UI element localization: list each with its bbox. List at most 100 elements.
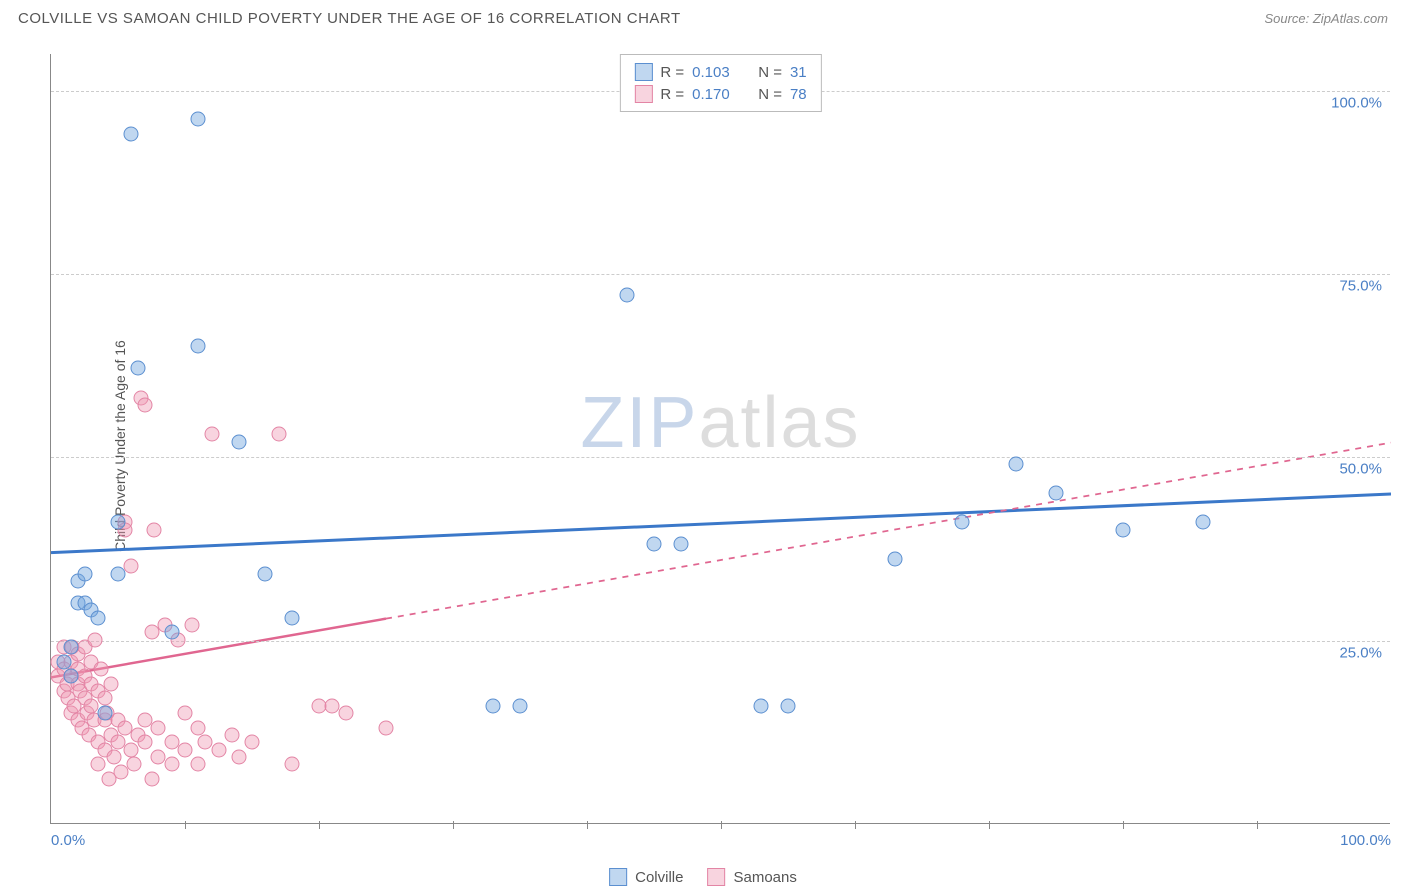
data-point (245, 735, 260, 750)
watermark-atlas: atlas (698, 383, 860, 463)
data-point (64, 669, 79, 684)
data-point (137, 398, 152, 413)
data-point (137, 735, 152, 750)
data-point (191, 339, 206, 354)
data-point (111, 515, 126, 530)
data-point (64, 640, 79, 655)
watermark: ZIPatlas (580, 382, 860, 464)
trend-lines (51, 54, 1391, 824)
x-tick-minor (1123, 821, 1124, 829)
trend-line-solid (51, 494, 1391, 553)
chart-title: COLVILLE VS SAMOAN CHILD POVERTY UNDER T… (18, 10, 681, 27)
data-point (338, 706, 353, 721)
x-tick-minor (855, 821, 856, 829)
x-tick-minor (721, 821, 722, 829)
source-attribution: Source: ZipAtlas.com (1264, 11, 1388, 26)
data-point (178, 742, 193, 757)
legend-r-label: R = (660, 86, 684, 103)
y-tick-label: 100.0% (1331, 94, 1382, 111)
data-point (90, 610, 105, 625)
data-point (231, 750, 246, 765)
data-point (97, 691, 112, 706)
data-point (164, 757, 179, 772)
data-point (77, 566, 92, 581)
legend-row: R = 0.170 N = 78 (634, 83, 806, 105)
correlation-legend: R = 0.103 N = 31R = 0.170 N = 78 (619, 54, 821, 112)
x-tick-minor (587, 821, 588, 829)
legend-series-label: Colville (635, 869, 683, 886)
data-point (224, 728, 239, 743)
data-point (1049, 486, 1064, 501)
y-tick-label: 75.0% (1339, 278, 1382, 295)
legend-series-item: Samoans (707, 868, 796, 886)
data-point (271, 427, 286, 442)
data-point (204, 427, 219, 442)
watermark-zip: ZIP (580, 383, 698, 463)
gridline-horizontal (51, 457, 1390, 458)
x-tick-minor (185, 821, 186, 829)
data-point (88, 632, 103, 647)
legend-series-item: Colville (609, 868, 683, 886)
x-tick-minor (1257, 821, 1258, 829)
legend-swatch (634, 63, 652, 81)
data-point (955, 515, 970, 530)
data-point (147, 522, 162, 537)
data-point (211, 742, 226, 757)
data-point (191, 757, 206, 772)
data-point (104, 676, 119, 691)
data-point (124, 126, 139, 141)
data-point (97, 706, 112, 721)
data-point (131, 361, 146, 376)
gridline-horizontal (51, 641, 1390, 642)
y-tick-label: 50.0% (1339, 461, 1382, 478)
data-point (285, 610, 300, 625)
y-tick-label: 25.0% (1339, 644, 1382, 661)
data-point (178, 706, 193, 721)
data-point (379, 720, 394, 735)
legend-swatch (609, 868, 627, 886)
data-point (164, 625, 179, 640)
legend-n-label: N = (758, 86, 782, 103)
data-point (258, 566, 273, 581)
data-point (231, 434, 246, 449)
data-point (781, 698, 796, 713)
data-point (124, 559, 139, 574)
data-point (285, 757, 300, 772)
legend-n-value: 78 (790, 86, 807, 103)
data-point (620, 288, 635, 303)
trend-line-dashed (386, 443, 1391, 619)
legend-r-value: 0.170 (692, 86, 730, 103)
data-point (127, 757, 142, 772)
data-point (513, 698, 528, 713)
series-legend: Colville Samoans (609, 868, 797, 886)
data-point (754, 698, 769, 713)
legend-r-label: R = (660, 64, 684, 81)
data-point (1008, 456, 1023, 471)
legend-n-value: 31 (790, 64, 807, 81)
plot-container: ZIPatlas R = 0.103 N = 31R = 0.170 N = 7… (50, 54, 1390, 824)
data-point (184, 618, 199, 633)
data-point (1196, 515, 1211, 530)
x-tick-minor (989, 821, 990, 829)
x-tick-label: 100.0% (1340, 832, 1391, 849)
data-point (57, 654, 72, 669)
legend-n-label: N = (758, 64, 782, 81)
data-point (111, 566, 126, 581)
legend-series-label: Samoans (733, 869, 796, 886)
data-point (144, 772, 159, 787)
data-point (673, 537, 688, 552)
data-point (106, 750, 121, 765)
legend-swatch (707, 868, 725, 886)
data-point (151, 720, 166, 735)
data-point (1116, 522, 1131, 537)
data-point (191, 720, 206, 735)
chart-header: COLVILLE VS SAMOAN CHILD POVERTY UNDER T… (0, 0, 1406, 35)
data-point (93, 662, 108, 677)
scatter-plot: ZIPatlas R = 0.103 N = 31R = 0.170 N = 7… (50, 54, 1390, 824)
data-point (191, 112, 206, 127)
gridline-horizontal (51, 274, 1390, 275)
legend-row: R = 0.103 N = 31 (634, 61, 806, 83)
x-tick-label: 0.0% (51, 832, 85, 849)
data-point (647, 537, 662, 552)
legend-r-value: 0.103 (692, 64, 730, 81)
